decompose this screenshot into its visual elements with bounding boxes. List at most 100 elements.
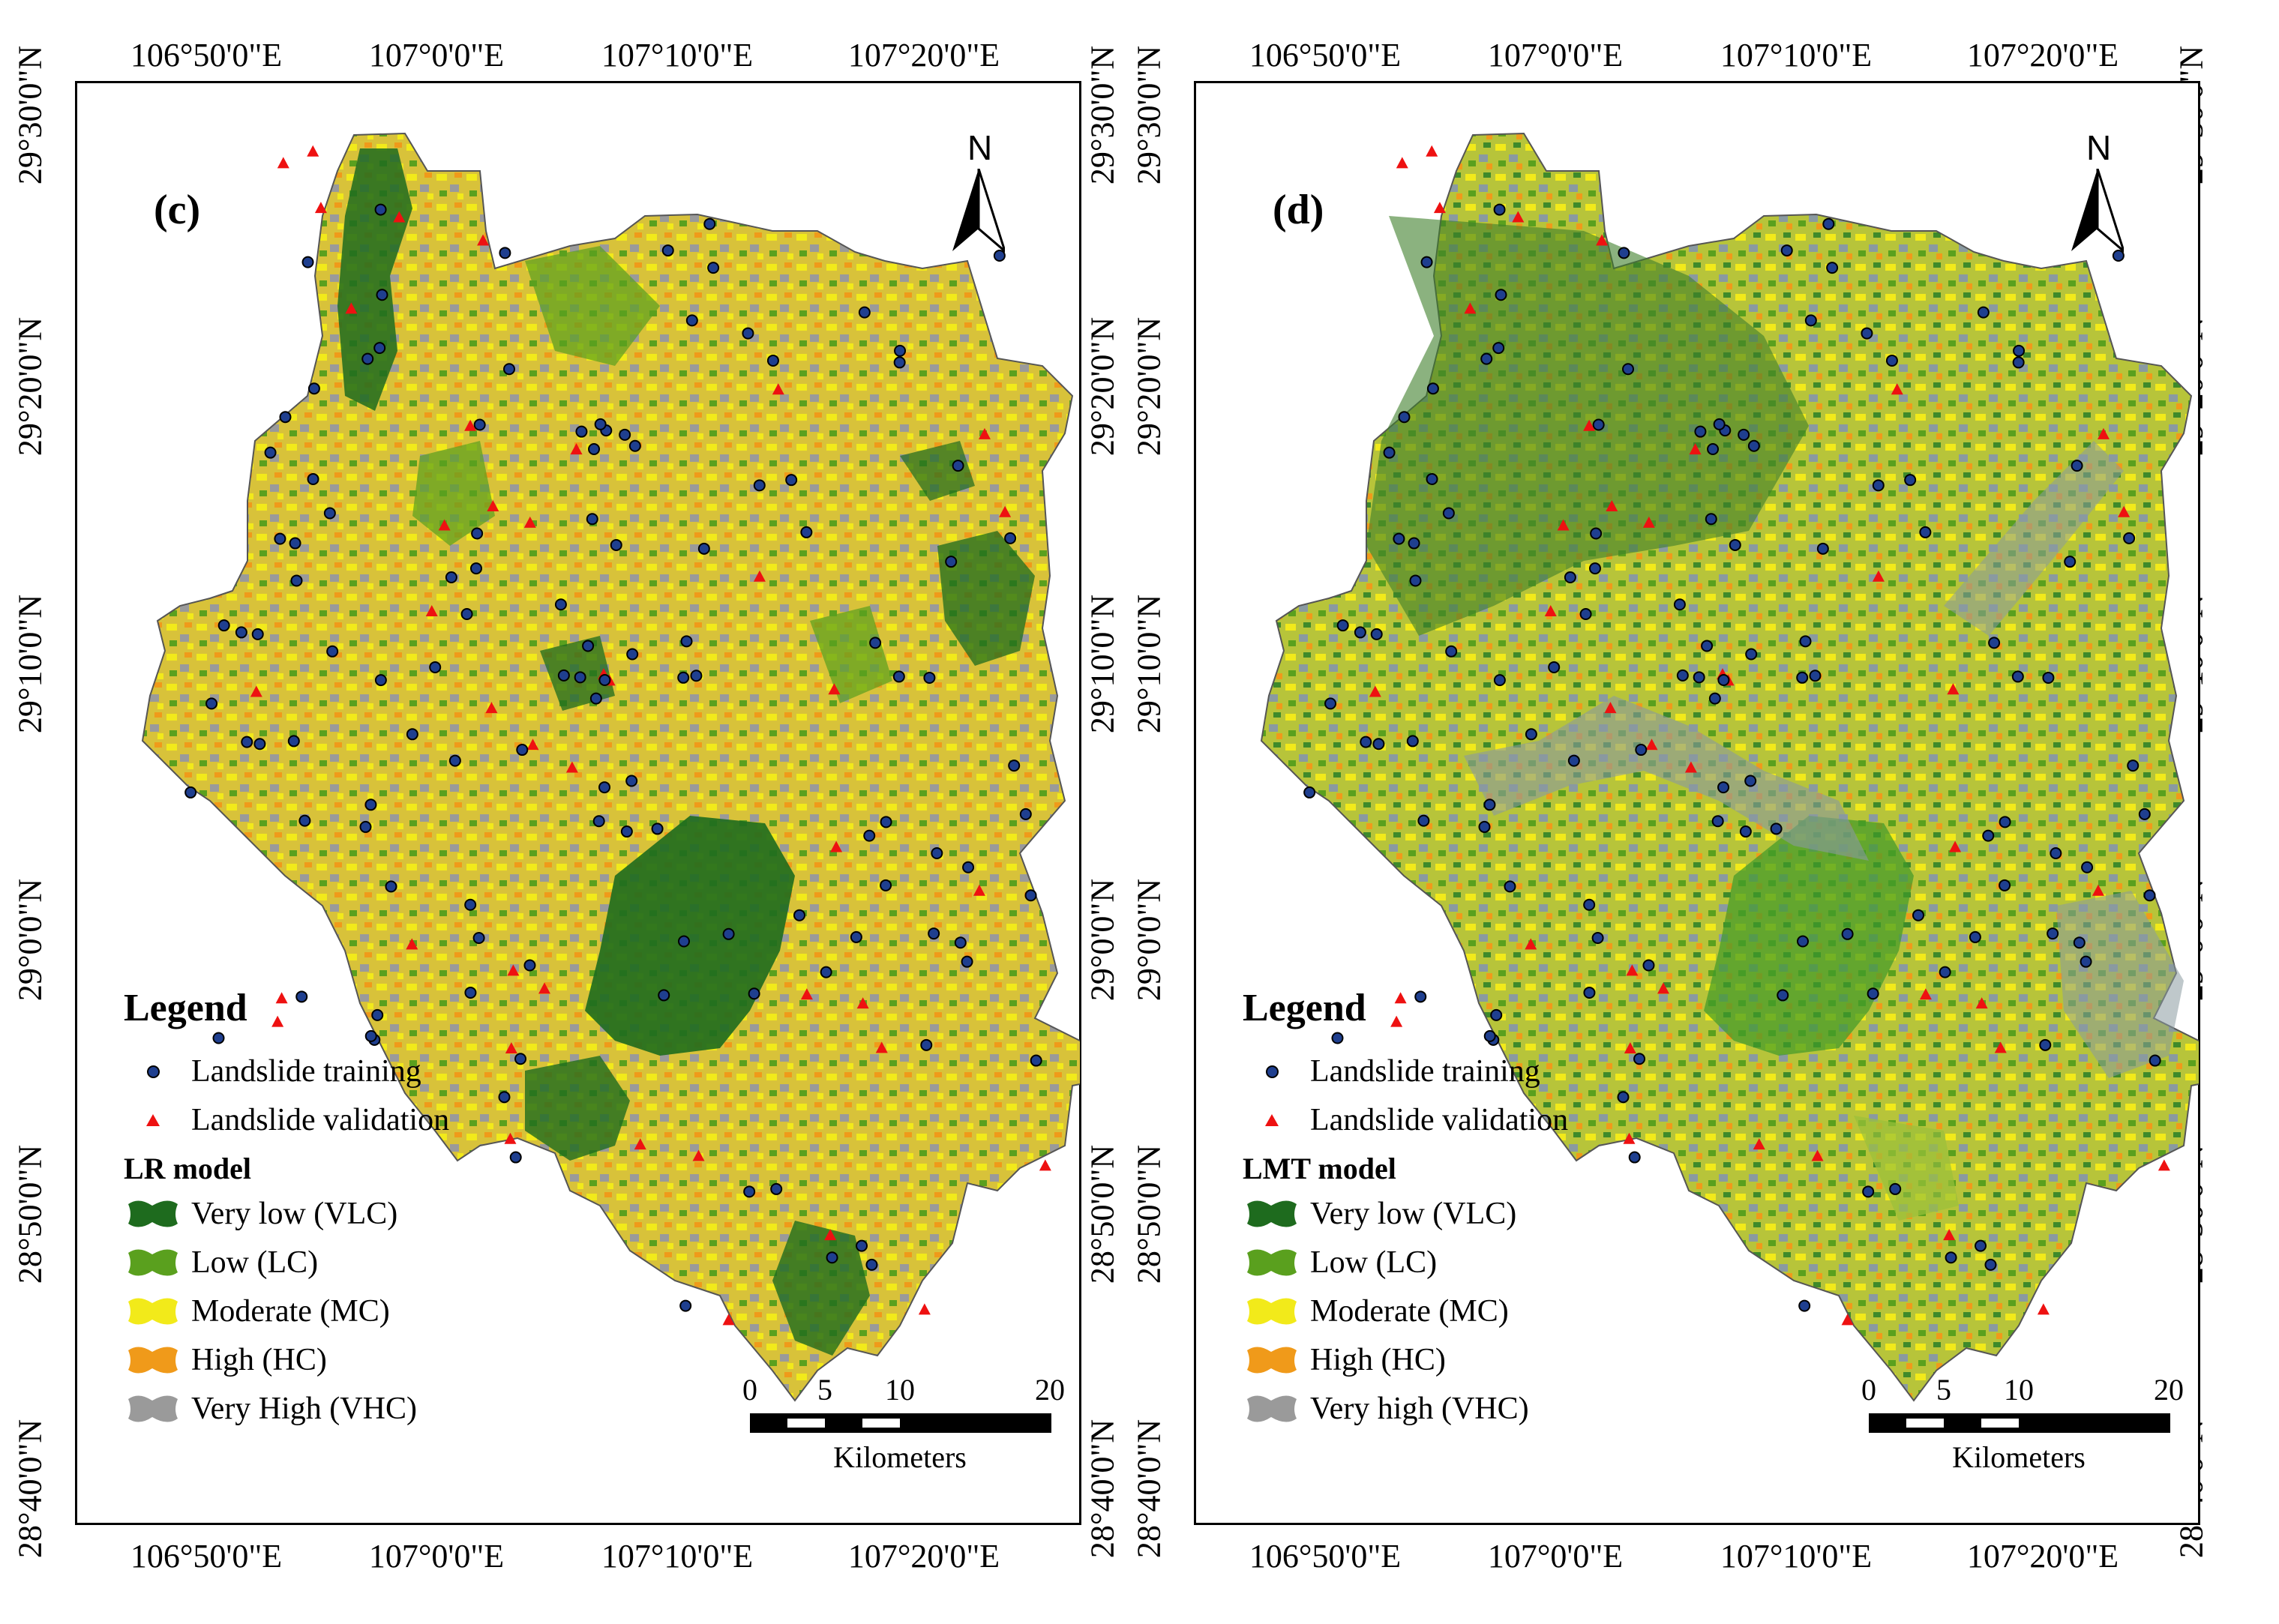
landslide-training-point [1796, 935, 1809, 948]
lat-tick-right: 29°0'0"N [1084, 878, 1121, 1002]
landslide-training-point [1478, 820, 1491, 833]
landslide-training-point [697, 542, 710, 555]
landslide-validation-point [425, 605, 438, 617]
landslide-validation-point [507, 964, 520, 976]
landslide-validation-point [824, 1229, 837, 1241]
landslide-training-point [1303, 786, 1316, 799]
landslide-validation-point [523, 516, 536, 528]
landslide-training-point [376, 289, 388, 301]
landslide-validation-point [393, 211, 406, 223]
landslide-training-point [1589, 562, 1602, 575]
class-label: Moderate (MC) [1310, 1294, 1509, 1329]
landslide-training-point [1324, 697, 1337, 710]
lon-tick-top: 107°0'0"E [1487, 37, 1624, 73]
landslide-training-point [1717, 673, 1730, 686]
landslide-validation-point [1512, 211, 1525, 223]
landslide-training-point [2071, 460, 2083, 472]
landslide-training-point [184, 786, 197, 799]
landslide-training-point [274, 532, 286, 545]
landslide-training-point [1548, 661, 1561, 673]
legend-title: Legend [1243, 987, 1366, 1029]
landslide-training-point [931, 846, 943, 859]
landslide-validation-point [1657, 982, 1670, 994]
landslide-training-point [1708, 692, 1721, 705]
landslide-training-point [460, 608, 473, 621]
landslide-validation-point [1039, 1159, 1051, 1171]
landslide-training-point [961, 955, 973, 968]
landslide-training-point [1984, 1258, 1997, 1271]
landslide-training-point [1780, 244, 1793, 257]
landslide-validation-point [464, 419, 477, 431]
landslide-training-point [301, 256, 314, 268]
scale-number: 10 [885, 1373, 915, 1407]
landslide-validation-point [526, 739, 539, 751]
landslide-training-point [1480, 352, 1493, 365]
landslide-validation-point [1684, 761, 1697, 773]
landslide-training-point [1635, 744, 1648, 757]
landslide-training-point [742, 327, 754, 340]
class-swatch-icon [1247, 1249, 1297, 1276]
landslide-training-point [1590, 527, 1603, 540]
scale-number: 5 [1936, 1373, 1951, 1407]
landslide-validation-point [1369, 685, 1381, 697]
landslide-training-point [628, 439, 641, 452]
landslide-validation-point [634, 1138, 646, 1150]
lat-tick-left: 29°10'0"N [11, 594, 49, 734]
landslide-validation-point [307, 145, 319, 157]
class-swatch-icon [1247, 1347, 1297, 1374]
landslide-training-point [677, 935, 690, 948]
landslide-validation-point [1975, 997, 1988, 1009]
landslide-validation-point [1642, 516, 1655, 528]
valley-high [1944, 441, 2124, 636]
susceptibility-map [141, 132, 1080, 1402]
panel-label: (c) [154, 187, 201, 233]
north-arrow-icon [952, 169, 1005, 253]
landslide-training-point [1889, 1182, 1902, 1195]
lon-tick-bottom: 107°10'0"E [1720, 1538, 1873, 1575]
landslide-validation-point [1841, 1314, 1854, 1326]
landslide-validation-point [2158, 1159, 2170, 1171]
landslide-training-point [1383, 446, 1396, 459]
landslide-training-point [2112, 249, 2125, 262]
landslide-validation-point [973, 884, 985, 896]
landslide-training-point [1826, 262, 1839, 274]
landslide-training-point [364, 799, 377, 811]
landslide-training-point [1977, 306, 1990, 319]
landslide-training-point [1493, 203, 1506, 216]
north-label: N [2086, 128, 2112, 167]
landslide-training-point [1798, 1299, 1811, 1312]
landslide-validation-point [875, 1041, 888, 1053]
landslide-training-point [1409, 574, 1422, 587]
landslide-training-point [610, 538, 622, 551]
scale-number: 20 [2154, 1373, 2184, 1407]
landslide-training-point [1799, 635, 1812, 648]
forest-patch [900, 441, 975, 501]
landslide-validation-point [999, 505, 1012, 517]
legend-class: Very high (VHC) [1243, 1391, 1529, 1427]
landslide-training-point [295, 990, 308, 1003]
lon-tick-top: 107°10'0"E [1720, 37, 1873, 73]
scale-number: 5 [817, 1373, 832, 1407]
landslide-training-point [880, 816, 892, 828]
landslide-training-point [473, 418, 486, 431]
landslide-training-point [290, 574, 303, 587]
landslide-training-point [364, 1029, 377, 1042]
forest-patch [585, 816, 795, 1056]
lon-tick-bottom: 107°0'0"E [1487, 1538, 1624, 1575]
landslide-training-point [1770, 822, 1783, 835]
landslide-training-point [920, 1038, 933, 1051]
scale-number: 20 [1035, 1373, 1065, 1407]
landslide-validation-point [1390, 1015, 1403, 1027]
lowland-patch [525, 246, 660, 366]
lowland-patch [810, 606, 892, 703]
landslide-training-point [1393, 532, 1405, 545]
class-label: Very High (VHC) [191, 1392, 417, 1426]
legend-training-label: Landslide training [191, 1054, 421, 1089]
landslide-validation-point [2118, 505, 2131, 517]
class-label: Very high (VHC) [1310, 1392, 1529, 1426]
landslide-training-point [514, 1053, 527, 1065]
landslide-training-point [287, 735, 300, 748]
landslide-training-point [620, 825, 633, 838]
lat-tick-right: 29°10'0"N [1084, 594, 1121, 734]
landslide-training-point [1354, 626, 1366, 639]
